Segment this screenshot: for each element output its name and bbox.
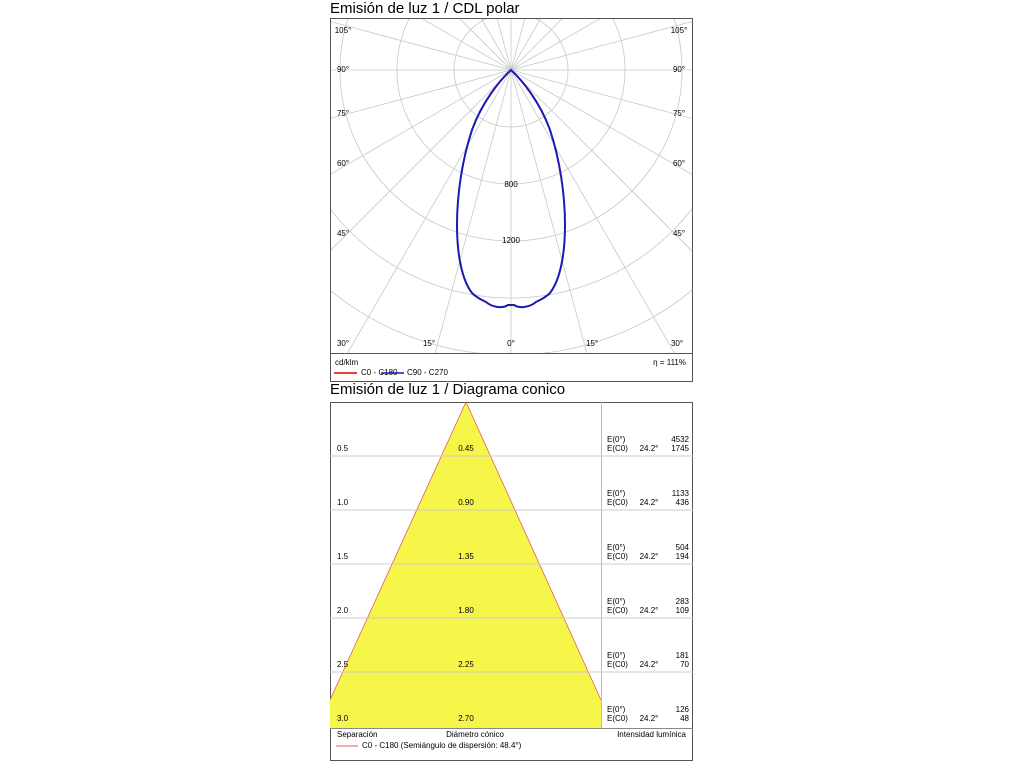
angle-label: 90° xyxy=(673,65,685,74)
ec0: 48 xyxy=(680,714,689,723)
footer-label: Intensidad lumínica xyxy=(617,730,686,739)
e0-label: E(0°) xyxy=(607,489,626,498)
e0: 4532 xyxy=(671,435,689,444)
angle-label: 45° xyxy=(337,229,349,238)
ec0: 194 xyxy=(676,552,690,561)
cone-title: Emisión de luz 1 / Diagrama conico xyxy=(330,381,565,398)
grid-ray xyxy=(510,69,692,175)
cone-frame xyxy=(330,402,693,761)
legend-label: C0 - C180 xyxy=(361,368,398,377)
e0: 126 xyxy=(676,705,690,714)
ec0-label: E(C0) xyxy=(607,498,628,507)
ec0: 1745 xyxy=(671,444,689,453)
footer-label: Diámetro cónico xyxy=(446,730,504,739)
angle: 24.2° xyxy=(640,498,659,507)
angle: 24.2° xyxy=(640,444,659,453)
cone-edge xyxy=(329,401,602,701)
diameter: 1.80 xyxy=(458,606,474,615)
ring-label: 800 xyxy=(504,180,518,189)
distance: 2.5 xyxy=(337,660,349,669)
diameter: 2.25 xyxy=(458,660,474,669)
grid-ray xyxy=(510,69,588,353)
grid-ray xyxy=(510,19,601,71)
angle: 24.2° xyxy=(640,552,659,561)
e0-label: E(0°) xyxy=(607,597,626,606)
angle: 24.2° xyxy=(640,714,659,723)
angle-label: 45° xyxy=(673,229,685,238)
grid-ray xyxy=(331,69,512,119)
grid-ray xyxy=(510,19,563,71)
angle-label: 75° xyxy=(337,109,349,118)
grid-ray xyxy=(331,21,512,71)
polar-title: Emisión de luz 1 / CDL polar xyxy=(330,0,520,17)
c90-curve xyxy=(455,68,567,309)
diameter: 1.35 xyxy=(458,552,474,561)
ring-label: 1200 xyxy=(502,236,520,245)
diameter: 0.90 xyxy=(458,498,474,507)
distance: 0.5 xyxy=(337,444,349,453)
angle-label: 30° xyxy=(671,339,683,348)
footer-label: Separación xyxy=(337,730,377,739)
e0-label: E(0°) xyxy=(607,705,626,714)
e0-label: E(0°) xyxy=(607,435,626,444)
angle-label: 60° xyxy=(337,159,349,168)
e0-label: E(0°) xyxy=(607,651,626,660)
angle-label: 15° xyxy=(423,339,435,348)
ec0-label: E(C0) xyxy=(607,714,628,723)
ec0-label: E(C0) xyxy=(607,660,628,669)
grid-ray xyxy=(331,69,512,251)
distance: 3.0 xyxy=(337,714,349,723)
diameter: 2.70 xyxy=(458,714,474,723)
e0: 1133 xyxy=(672,489,690,498)
ec0-label: E(C0) xyxy=(607,552,628,561)
grid-ray xyxy=(510,69,692,252)
distance: 2.0 xyxy=(337,606,349,615)
angle-label: 15° xyxy=(586,339,598,348)
grid-ray xyxy=(434,69,512,353)
cone xyxy=(330,402,601,728)
e0: 181 xyxy=(676,651,690,660)
grid-ray xyxy=(510,19,526,71)
angle-label: 30° xyxy=(337,339,349,348)
angle-label: 105° xyxy=(335,26,352,35)
ec0: 109 xyxy=(676,606,690,615)
angle-label: 90° xyxy=(337,65,349,74)
polar-frame xyxy=(330,18,693,382)
ec0-label: E(C0) xyxy=(607,444,628,453)
legend-label: C0 - C180 (Semiángulo de dispersión: 48.… xyxy=(362,741,522,750)
angle-label: 105° xyxy=(671,26,688,35)
unit: cd/klm xyxy=(335,358,358,367)
diameter: 0.45 xyxy=(458,444,474,453)
angle-label: 0° xyxy=(507,339,515,348)
legend-label: C90 - C270 xyxy=(407,368,448,377)
angle: 24.2° xyxy=(640,660,659,669)
grid-ray xyxy=(510,69,692,119)
ec0-label: E(C0) xyxy=(607,606,628,615)
e0: 283 xyxy=(676,597,690,606)
angle-label: 75° xyxy=(673,109,685,118)
ec0: 70 xyxy=(680,660,689,669)
ec0: 436 xyxy=(676,498,690,507)
grid-ray xyxy=(510,21,692,71)
efficiency: η = 111% xyxy=(653,358,686,367)
distance: 1.0 xyxy=(337,498,349,507)
grid-ray xyxy=(331,69,512,175)
e0: 504 xyxy=(676,543,690,552)
angle-label: 60° xyxy=(673,159,685,168)
distance: 1.5 xyxy=(337,552,349,561)
grid-ray xyxy=(510,69,675,353)
grid-ray xyxy=(347,69,512,353)
angle: 24.2° xyxy=(640,606,659,615)
e0-label: E(0°) xyxy=(607,543,626,552)
